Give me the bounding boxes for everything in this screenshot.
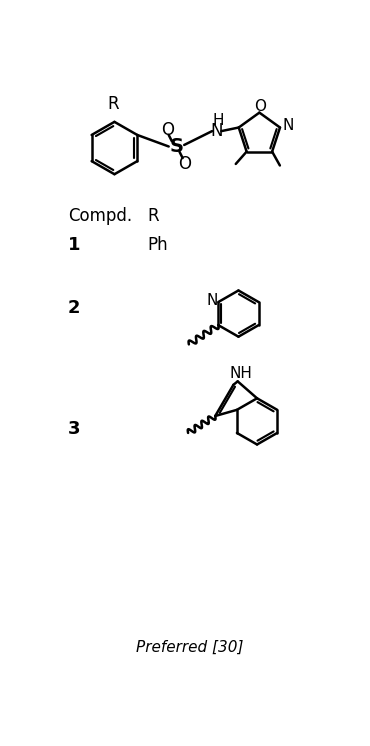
Text: R: R	[147, 207, 159, 225]
Text: 3: 3	[68, 420, 80, 438]
Text: H: H	[212, 113, 224, 128]
Text: N: N	[282, 119, 293, 134]
Text: N: N	[206, 293, 218, 308]
Text: O: O	[254, 99, 266, 114]
Text: Ph: Ph	[147, 236, 168, 254]
Text: O: O	[178, 155, 191, 173]
Text: Compd.: Compd.	[68, 207, 132, 225]
Text: NH: NH	[229, 366, 252, 381]
Text: S: S	[169, 137, 184, 156]
Text: O: O	[161, 121, 174, 139]
Text: R: R	[107, 95, 119, 113]
Text: Preferred [30]: Preferred [30]	[136, 639, 243, 654]
Text: N: N	[211, 122, 223, 140]
Text: 2: 2	[68, 299, 80, 317]
Text: 1: 1	[68, 236, 80, 254]
